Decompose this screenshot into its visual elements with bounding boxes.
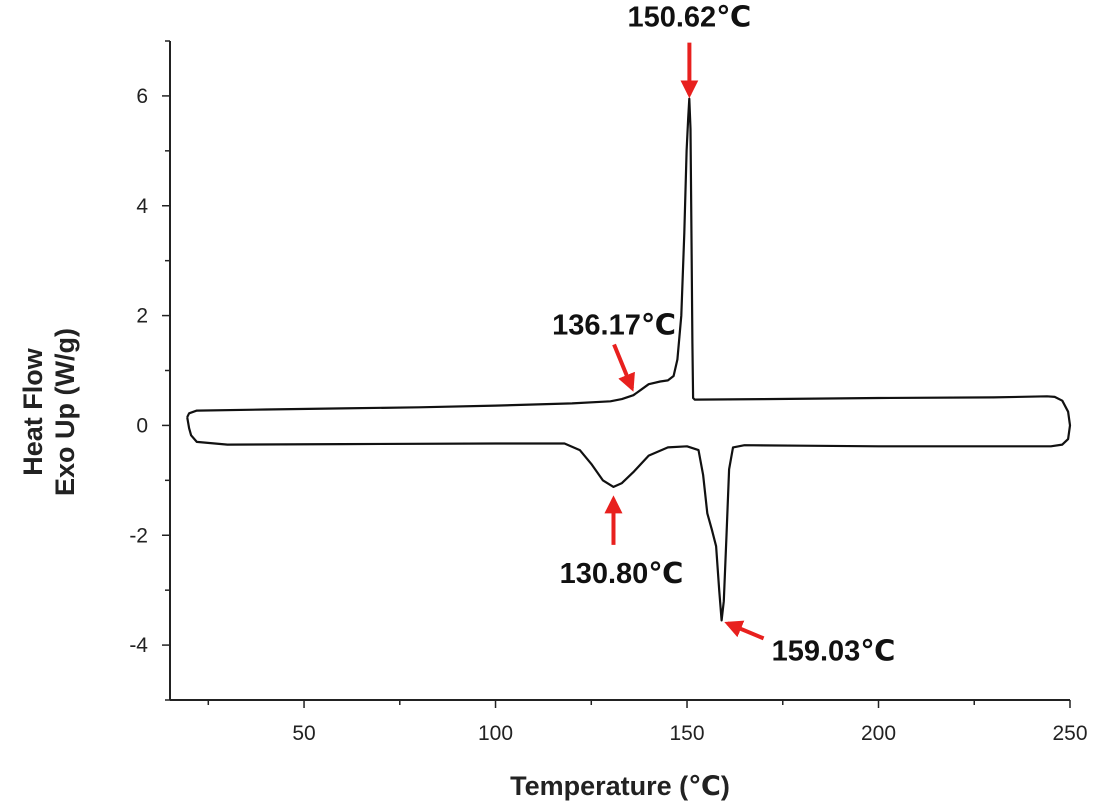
y-tick-label: 4 bbox=[136, 195, 148, 218]
x-tick-label: 250 bbox=[1052, 722, 1087, 745]
annotation-label: 136.17℃ bbox=[552, 309, 676, 341]
heat-flow-curve bbox=[186, 97, 1072, 622]
y-axis-title-line2: Exo Up (W/g) bbox=[50, 328, 80, 496]
y-axis-title-line1: Heat Flow bbox=[18, 347, 48, 476]
y-tick-label: 6 bbox=[136, 85, 148, 108]
x-tick-label: 200 bbox=[861, 722, 896, 745]
curve-layer bbox=[186, 97, 1072, 622]
annotation-label: 150.62℃ bbox=[627, 2, 751, 34]
x-tick-label: 100 bbox=[478, 722, 513, 745]
y-tick-label: 2 bbox=[136, 305, 148, 328]
annotation-label: 159.03℃ bbox=[772, 635, 896, 667]
y-tick-label: -4 bbox=[129, 634, 148, 657]
annotation-arrow bbox=[724, 620, 765, 641]
x-tick-label: 150 bbox=[669, 722, 704, 745]
y-tick-label: 0 bbox=[136, 414, 148, 437]
x-axis-title: Temperature (℃) bbox=[510, 771, 730, 801]
annotation-label: 130.80℃ bbox=[560, 558, 684, 590]
y-tick-label: -2 bbox=[129, 524, 148, 547]
x-tick-label: 50 bbox=[292, 722, 315, 745]
axes: 50 100 150 200 250 -4 -2 0 2 4 6 bbox=[129, 40, 1088, 745]
annotation-arrow bbox=[612, 343, 635, 392]
annotations: 150.62℃ 136.17℃ 130.80℃ 159.03℃ bbox=[552, 2, 895, 668]
